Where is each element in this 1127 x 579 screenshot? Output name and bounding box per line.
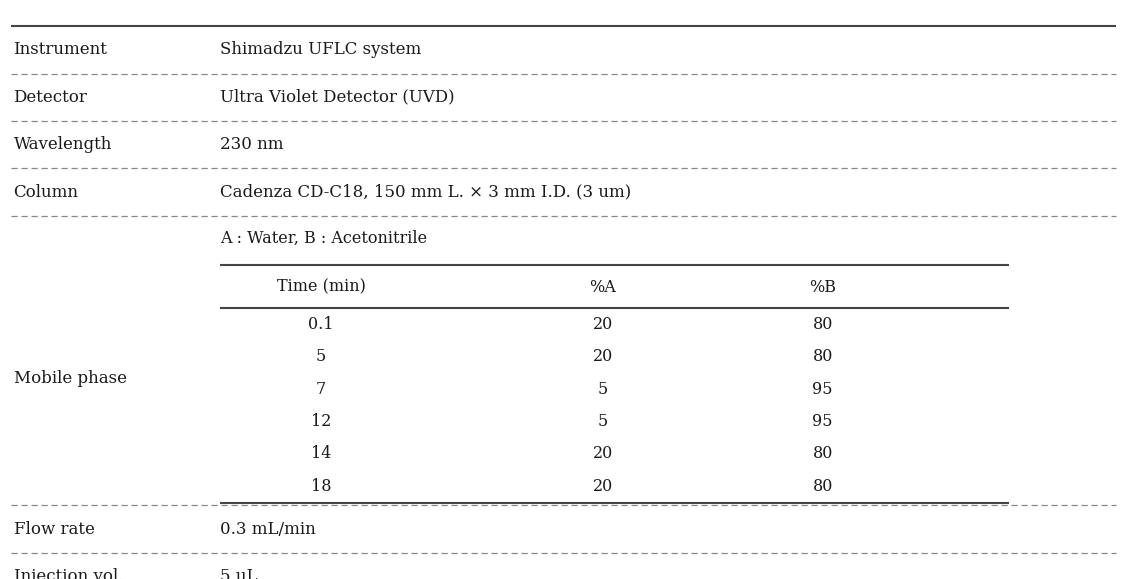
Text: 20: 20 <box>593 348 613 365</box>
Text: 5 μL: 5 μL <box>220 568 257 579</box>
Text: Flow rate: Flow rate <box>14 521 95 538</box>
Text: Cadenza CD-C18, 150 mm L. × 3 mm I.D. (3 um): Cadenza CD-C18, 150 mm L. × 3 mm I.D. (3… <box>220 184 631 201</box>
Text: 7: 7 <box>316 380 327 398</box>
Text: Instrument: Instrument <box>14 41 107 58</box>
Text: 20: 20 <box>593 478 613 495</box>
Text: Wavelength: Wavelength <box>14 136 112 153</box>
Text: %A: %A <box>589 278 616 296</box>
Text: Shimadzu UFLC system: Shimadzu UFLC system <box>220 41 421 58</box>
Text: Column: Column <box>14 184 79 201</box>
Text: 95: 95 <box>813 380 833 398</box>
Text: 14: 14 <box>311 445 331 463</box>
Text: 5: 5 <box>597 380 609 398</box>
Text: 18: 18 <box>311 478 331 495</box>
Text: 0.1: 0.1 <box>309 316 334 333</box>
Text: %B: %B <box>809 278 836 296</box>
Text: 80: 80 <box>813 348 833 365</box>
Text: 95: 95 <box>813 413 833 430</box>
Text: 12: 12 <box>311 413 331 430</box>
Text: 230 nm: 230 nm <box>220 136 283 153</box>
Text: Injection vol.: Injection vol. <box>14 568 123 579</box>
Text: Mobile phase: Mobile phase <box>14 369 126 387</box>
Text: 80: 80 <box>813 445 833 463</box>
Text: 5: 5 <box>316 348 327 365</box>
Text: 80: 80 <box>813 316 833 333</box>
Text: 0.3 mL/min: 0.3 mL/min <box>220 521 316 538</box>
Text: 20: 20 <box>593 445 613 463</box>
Text: 5: 5 <box>597 413 609 430</box>
Text: Ultra Violet Detector (UVD): Ultra Violet Detector (UVD) <box>220 89 454 106</box>
Text: Detector: Detector <box>14 89 88 106</box>
Text: Time (min): Time (min) <box>277 278 365 296</box>
Text: 20: 20 <box>593 316 613 333</box>
Text: 80: 80 <box>813 478 833 495</box>
Text: A : Water, B : Acetonitrile: A : Water, B : Acetonitrile <box>220 229 427 247</box>
